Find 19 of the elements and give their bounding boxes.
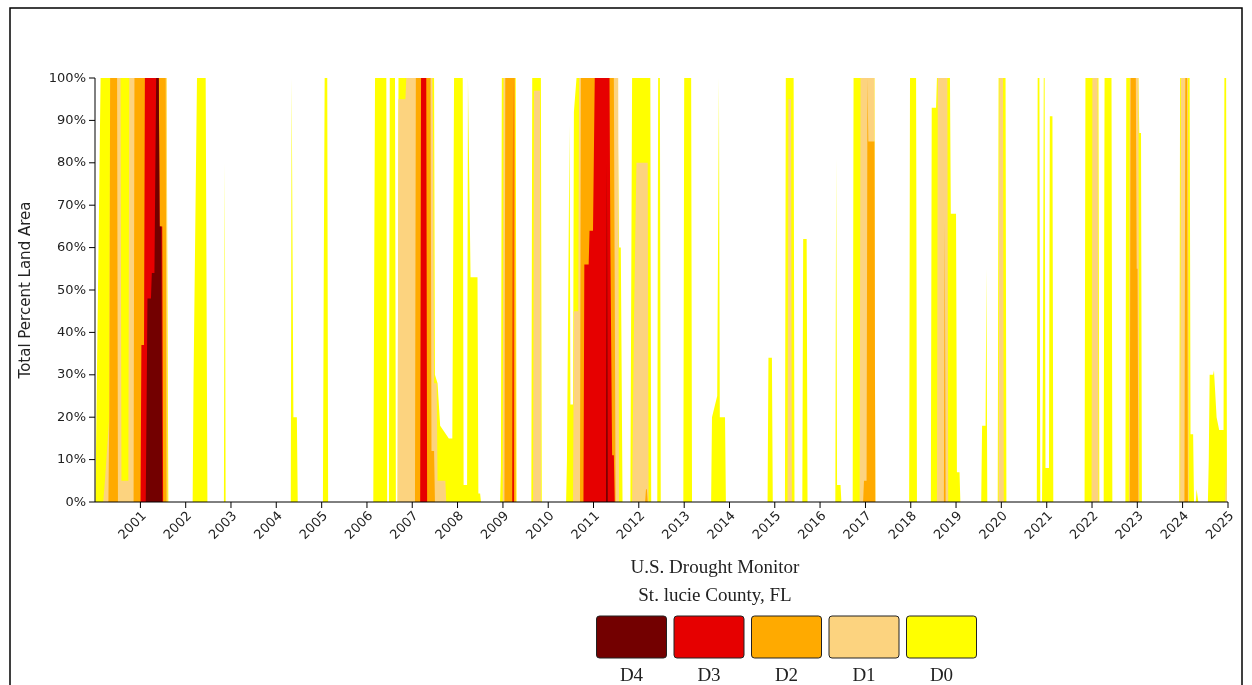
legend-label: D2 [774, 664, 799, 685]
legend-label: D4 [619, 664, 644, 685]
y-tick-label: 40% [57, 323, 86, 339]
legend-label: D0 [929, 664, 954, 685]
y-tick-label: 50% [57, 281, 86, 297]
y-tick-label: 30% [57, 366, 86, 382]
y-tick-label: 20% [57, 408, 86, 424]
y-axis-title: Total Percent Land Area [16, 201, 34, 380]
legend-label: D3 [697, 664, 721, 685]
text: U.S. Drought Monitor [630, 556, 801, 577]
y-tick-label: 60% [57, 239, 86, 255]
legend-label: D1 [852, 664, 876, 685]
y-tick-label: 80% [57, 154, 86, 170]
y-tick-label: 70% [57, 196, 86, 212]
y-tick-label: 90% [57, 111, 86, 127]
text: St. lucie County, FL [638, 584, 792, 605]
y-tick-label: 100% [48, 69, 86, 85]
y-tick-label: 10% [57, 451, 86, 467]
y-tick-label: 0% [65, 493, 86, 509]
